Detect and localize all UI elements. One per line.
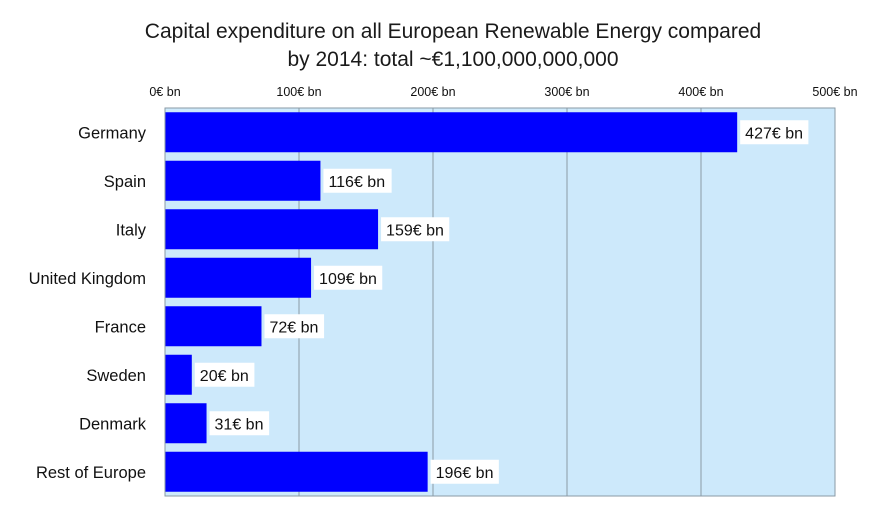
bar xyxy=(165,403,207,444)
data-label-background xyxy=(194,362,255,387)
x-tick-label: 500€ bn xyxy=(812,85,857,99)
x-tick-label: 300€ bn xyxy=(544,85,589,99)
bar xyxy=(165,306,262,347)
data-label-background xyxy=(430,459,499,484)
data-labels: 427€ bn 116€ bn 159€ bn 109€ bn 72€ bn 20€ bn… xyxy=(194,120,809,484)
data-label: 116€ bn xyxy=(328,174,385,191)
data-label: 20€ bn xyxy=(200,368,249,385)
data-label-background xyxy=(740,120,809,145)
category-label: United Kingdom xyxy=(29,270,146,288)
bar xyxy=(165,160,321,201)
chart-subtitle: by 2014: total ~€1,100,000,000,000 xyxy=(287,48,618,71)
x-axis-ticks: 0€ bn 100€ bn 200€ bn 300€ bn 400€ bn 500€ bn xyxy=(149,85,857,99)
data-label-background xyxy=(209,411,270,436)
bars xyxy=(165,112,738,492)
data-label-background xyxy=(381,217,450,242)
category-label: Germany xyxy=(78,124,147,142)
category-labels: Germany Spain Italy United Kingdom France Swe… xyxy=(29,124,147,482)
x-tick-label: 200€ bn xyxy=(410,85,455,99)
category-label: Sweden xyxy=(86,367,146,385)
bar xyxy=(165,451,428,492)
data-label: 427€ bn xyxy=(745,125,803,142)
plot-border xyxy=(164,107,836,497)
data-label: 31€ bn xyxy=(215,416,264,433)
bar xyxy=(165,257,312,298)
chart-title: Capital expenditure on all European Rene… xyxy=(145,20,761,43)
category-label: Rest of Europe xyxy=(36,464,146,482)
data-label: 72€ bn xyxy=(269,319,318,336)
bar xyxy=(165,209,379,250)
data-label: 196€ bn xyxy=(436,465,494,482)
x-tick-label: 400€ bn xyxy=(678,85,723,99)
x-tick-label: 0€ bn xyxy=(149,85,180,99)
category-label: Spain xyxy=(104,173,146,191)
data-label: 159€ bn xyxy=(386,222,444,239)
x-tick-label: 100€ bn xyxy=(276,85,321,99)
data-label: 109€ bn xyxy=(319,271,377,288)
bar xyxy=(165,354,192,395)
category-label: France xyxy=(95,318,146,336)
category-label: Denmark xyxy=(79,415,147,433)
category-label: Italy xyxy=(116,221,147,239)
data-label-background xyxy=(264,314,325,339)
data-label-background xyxy=(323,168,392,193)
bar xyxy=(165,112,738,153)
data-label-background xyxy=(314,265,383,290)
